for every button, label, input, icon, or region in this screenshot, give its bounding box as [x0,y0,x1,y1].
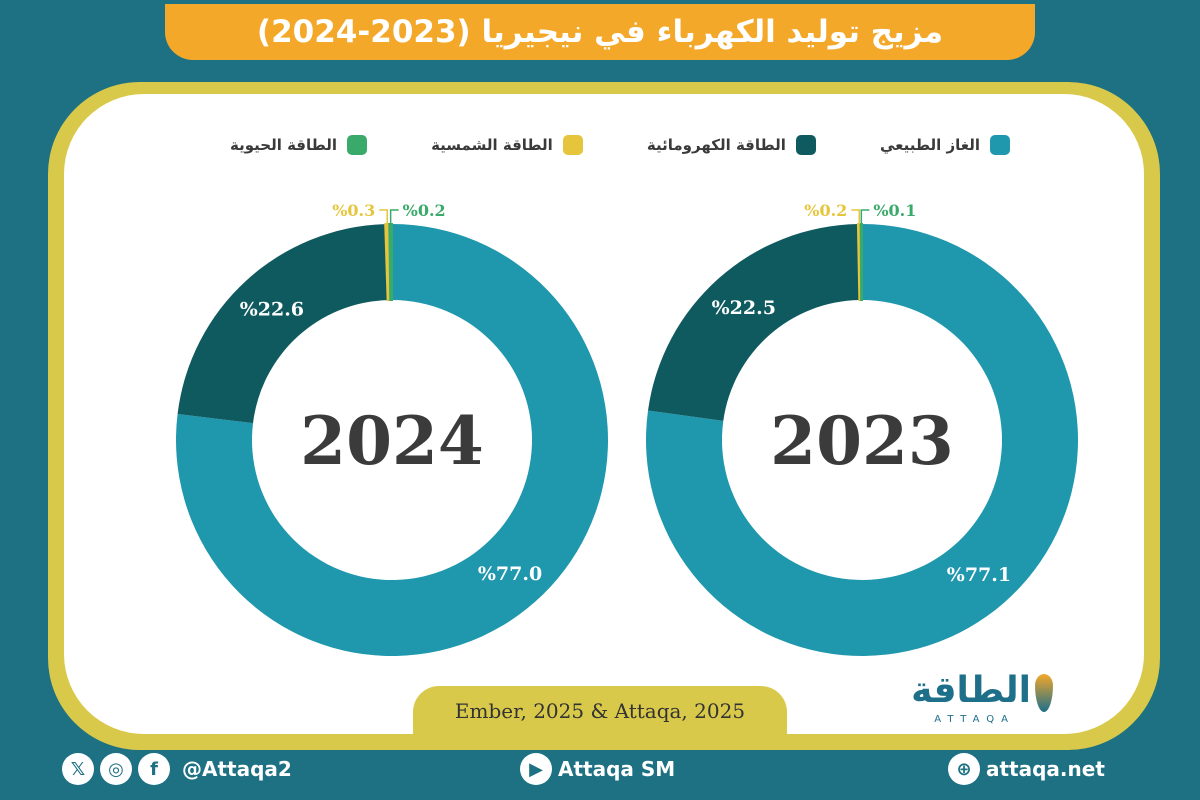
website-link[interactable]: attaqa.net [986,757,1105,781]
logo-arabic: الطاقة [911,670,1031,711]
donut-slice [388,222,393,302]
donut-slice [859,222,863,302]
chart-year-label: 2024 [300,402,484,480]
donut-slice [646,224,1079,656]
legend-swatch-bio [347,135,367,155]
logo-drop-icon [1035,674,1053,712]
page-title: مزيج توليد الكهرباء في نيجيريا (2023-202… [165,4,1035,60]
legend-label: الغاز الطبيعي [879,136,980,154]
leader-line-solar [379,209,389,225]
youtube-icon[interactable]: ▶ [520,753,552,785]
instagram-icon[interactable]: ◎ [100,753,132,785]
donut-slice [648,224,860,421]
social-handle[interactable]: @Attaqa2 [182,757,292,781]
legend-item-bio: الطاقة الحيوية [230,135,367,155]
legend-swatch-natural-gas [989,135,1010,155]
leader-line-solar [851,209,861,225]
legend-label: الطاقة الحيوية [230,136,337,154]
slice-value-label: %77.1 [947,564,1011,586]
slice-value-label: %22.6 [240,299,304,321]
slice-value-label-bio: %0.1 [873,201,916,220]
facebook-icon[interactable]: f [138,753,170,785]
website-group: ⊕ attaqa.net [948,746,1105,792]
social-group: 𝕏 ◎ f @Attaqa2 [62,746,292,792]
legend-label: الطاقة الشمسية [431,136,553,154]
chart-year-label: 2023 [770,402,954,480]
leader-line-bio [389,209,399,225]
donut-slice [177,224,388,424]
youtube-channel[interactable]: Attaqa SM [558,757,676,781]
slice-value-label-solar: %0.3 [332,201,375,220]
donut-slice [176,224,608,656]
globe-icon[interactable]: ⊕ [948,753,980,785]
logo-english: ATTAQA [934,714,1015,725]
attaqa-logo: الطاقة ATTAQA [895,670,1055,730]
youtube-group: ▶ Attaqa SM [520,746,675,792]
footer: 𝕏 ◎ f @Attaqa2 ▶ Attaqa SM ⊕ attaqa.net [0,746,1200,792]
legend-label: الطاقة الكهرومائية [646,136,786,154]
legend-item-hydro: الطاقة الكهرومائية [647,135,816,155]
legend: الغاز الطبيعي الطاقة الكهرومائية الطاقة … [230,130,1010,160]
leader-line-bio [860,209,870,225]
legend-item-solar: الطاقة الشمسية [431,135,583,155]
slice-value-label: %22.5 [712,297,776,319]
slice-value-label: %77.0 [478,563,542,585]
slice-value-label-bio: %0.2 [403,201,446,220]
source-label: Ember, 2025 & Attaqa, 2025 [413,686,787,736]
legend-swatch-solar [562,135,583,155]
legend-item-natural-gas: الغاز الطبيعي [880,135,1010,155]
slice-value-label-solar: %0.2 [804,201,847,220]
legend-swatch-hydro [795,135,816,155]
x-icon[interactable]: 𝕏 [62,753,94,785]
